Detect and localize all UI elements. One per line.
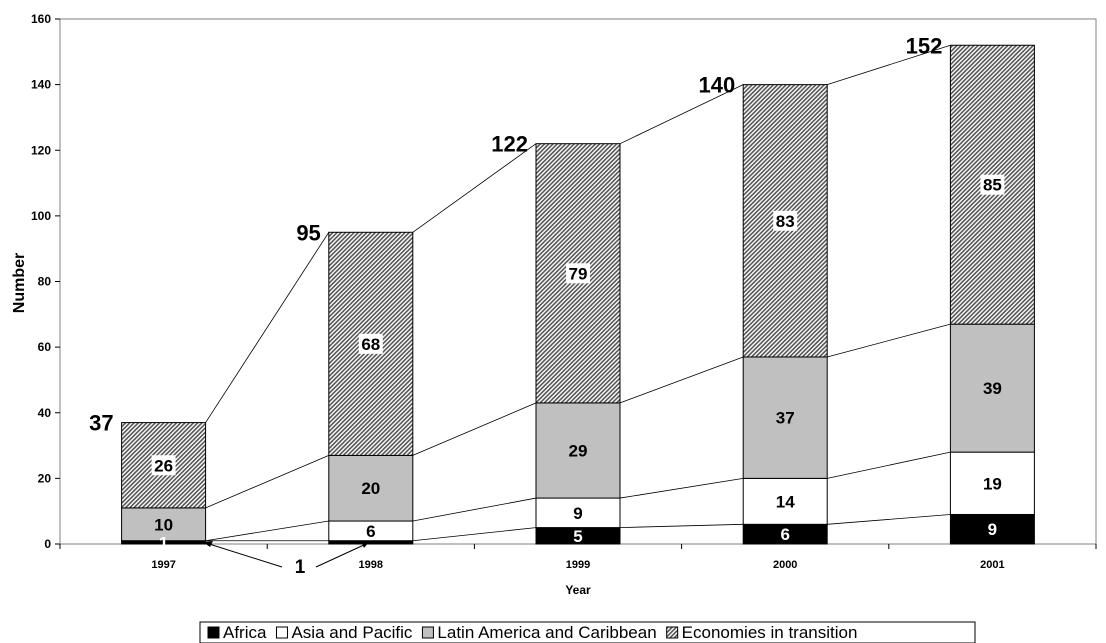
bars bbox=[121, 44, 1035, 545]
segment-label: 83 bbox=[776, 212, 795, 231]
bar-segment bbox=[742, 477, 828, 525]
segment-label-bg bbox=[566, 263, 590, 284]
bar-segment bbox=[949, 323, 1035, 453]
x-tick-label: 2000 bbox=[773, 559, 797, 571]
segment-label: 29 bbox=[569, 441, 588, 460]
bar-segment bbox=[328, 454, 414, 522]
segment-label: 9 bbox=[573, 504, 582, 523]
callout-annotation: 1 bbox=[203, 541, 369, 578]
total-label: 140 bbox=[698, 73, 735, 98]
connector-line bbox=[412, 402, 537, 456]
segment-label: 6 bbox=[780, 525, 789, 544]
segment-label-bg bbox=[773, 210, 798, 231]
segment-label: 85 bbox=[983, 176, 1002, 195]
connector-line bbox=[827, 323, 951, 358]
segment-label: 6 bbox=[366, 522, 375, 541]
connector-line bbox=[205, 232, 330, 423]
legend-swatch bbox=[207, 626, 220, 639]
legend-label: Africa bbox=[223, 623, 267, 642]
connector-line bbox=[619, 523, 744, 528]
segment-label: 20 bbox=[361, 479, 380, 498]
y-tick-label: 60 bbox=[38, 340, 52, 354]
connector-line bbox=[827, 451, 951, 479]
connector-line bbox=[412, 143, 537, 233]
connector-line bbox=[827, 44, 951, 86]
y-tick-label: 40 bbox=[38, 406, 52, 420]
x-tick-label: 1998 bbox=[359, 559, 383, 571]
segment-label: 10 bbox=[154, 515, 173, 534]
y-axis-title: Number bbox=[11, 253, 28, 313]
segment-label: 79 bbox=[569, 264, 588, 283]
segment-label-bg bbox=[980, 174, 1005, 195]
connector-line bbox=[619, 84, 744, 145]
bar-segment bbox=[535, 497, 621, 529]
bar-segment bbox=[121, 507, 207, 542]
legend-swatch bbox=[275, 626, 288, 639]
segment-label-bg bbox=[151, 455, 176, 476]
segment-label: 26 bbox=[154, 456, 173, 475]
total-label: 37 bbox=[89, 411, 113, 436]
legend-box bbox=[199, 621, 976, 643]
y-tick-label: 80 bbox=[38, 275, 52, 289]
connector-line bbox=[412, 497, 537, 522]
y-axis: 0 20 40 60 80 100 120 140 160 bbox=[31, 12, 60, 551]
connector-line bbox=[412, 527, 537, 542]
connector-line bbox=[619, 356, 744, 404]
callout-arrowhead-left bbox=[203, 541, 213, 547]
connector-line bbox=[827, 514, 951, 525]
x-axis: 1997 1998 1999 2000 2001 bbox=[59, 544, 1097, 571]
y-tick-label: 20 bbox=[38, 471, 52, 485]
legend-swatch bbox=[666, 626, 679, 639]
legend: Africa Asia and Pacific Latin America and … bbox=[199, 621, 976, 643]
y-tick-label: 0 bbox=[44, 537, 51, 551]
y-tick-label: 140 bbox=[31, 78, 51, 92]
bar-segment bbox=[949, 451, 1035, 515]
x-tick-label: 2001 bbox=[980, 559, 1004, 571]
x-tick-label: 1999 bbox=[566, 559, 590, 571]
segment-label: 9 bbox=[988, 520, 997, 539]
total-labels: 37 95 122 140 152 bbox=[89, 33, 942, 435]
y-tick-label: 120 bbox=[31, 143, 51, 157]
segment-label-bg bbox=[358, 333, 383, 354]
legend-label: Economies in transition bbox=[682, 623, 858, 642]
segment-labels: 110 26 6 20 68 5 9 29 79 6 14 37 83 9 19 39 85 bbox=[151, 174, 1005, 552]
callout-arrowhead-right bbox=[361, 541, 369, 548]
callout-arrow-right bbox=[315, 543, 367, 568]
total-label: 152 bbox=[906, 33, 943, 58]
x-tick-label: 1997 bbox=[151, 559, 175, 571]
segment-label: 68 bbox=[361, 335, 380, 354]
segment-label: 39 bbox=[983, 379, 1002, 398]
connector-lines bbox=[205, 44, 951, 542]
callout-arrow-left bbox=[205, 542, 283, 568]
segment-label: 19 bbox=[983, 474, 1002, 493]
segment-label: 5 bbox=[573, 527, 582, 546]
connector-line bbox=[619, 477, 744, 499]
x-axis-title: Year bbox=[565, 583, 591, 597]
bar-segment bbox=[742, 356, 828, 479]
legend-label: Asia and Pacific bbox=[291, 623, 412, 642]
legend-label: Latin America and Caribbean bbox=[437, 623, 656, 642]
bar-segment bbox=[535, 402, 621, 499]
y-tick-label: 100 bbox=[31, 209, 51, 223]
segment-label: 14 bbox=[776, 492, 795, 511]
connector-line bbox=[205, 520, 329, 542]
segment-label: 37 bbox=[776, 409, 795, 428]
y-tick-label: 160 bbox=[31, 12, 51, 26]
legend-swatch bbox=[421, 626, 434, 639]
connector-line bbox=[205, 455, 329, 509]
total-label: 122 bbox=[491, 132, 528, 157]
total-label: 95 bbox=[296, 220, 320, 245]
segment-label: 1 bbox=[159, 533, 168, 552]
callout-label: 1 bbox=[295, 557, 306, 578]
